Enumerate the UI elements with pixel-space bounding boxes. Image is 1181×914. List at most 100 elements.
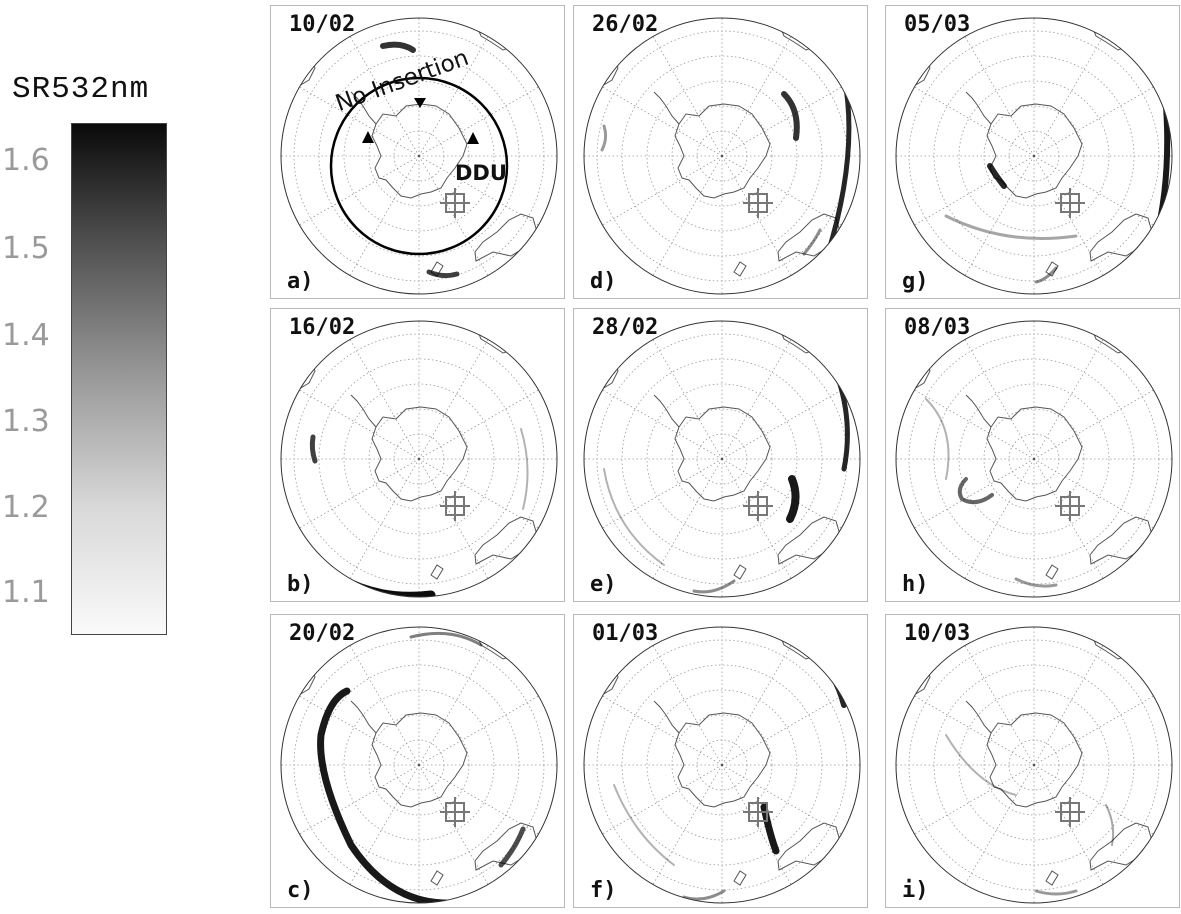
map-panel-e: 28/02 e): [573, 308, 868, 602]
meridian-line: [914, 695, 1035, 766]
latitude-line: [958, 80, 1110, 232]
meridian-line: [652, 645, 723, 766]
meridian-line: [652, 36, 723, 157]
meridian-line: [299, 155, 420, 226]
map-panel-a: No Insertion DDU 10/02 a): [270, 5, 565, 299]
map-panel-i: 10/03 i): [885, 614, 1180, 908]
meridian-line: [914, 764, 1035, 835]
map-content: [584, 321, 860, 597]
ddu-station-marker: [743, 491, 773, 521]
aerosol-plume: [1034, 889, 1078, 896]
coastline: [965, 394, 992, 428]
aerosol-plume: [760, 803, 780, 855]
coastline: [653, 700, 680, 734]
meridian-line: [914, 458, 1035, 529]
map-boundary: [280, 320, 558, 598]
coastline: [903, 35, 939, 99]
latitude-line: [671, 105, 773, 207]
meridian-line: [1033, 764, 1104, 885]
south-pole-dot: [1032, 154, 1036, 158]
meridian-line: [964, 155, 1035, 276]
coastline: [733, 870, 747, 886]
meridian-line: [1033, 155, 1154, 226]
meridian-line: [349, 645, 420, 766]
meridian-line: [721, 155, 842, 226]
meridian-line: [418, 764, 539, 835]
coastline: [350, 91, 377, 125]
coastline: [1045, 261, 1059, 277]
meridian-line: [349, 155, 420, 276]
latitude-line: [646, 689, 798, 841]
meridian-line: [1033, 339, 1104, 460]
polar-map: [583, 626, 861, 904]
meridian-line: [602, 155, 723, 226]
meridian-line: [299, 458, 420, 529]
meridian-line: [418, 458, 489, 579]
meridian-line: [914, 389, 1035, 460]
polar-map: [280, 17, 558, 295]
panel-label: b): [287, 572, 314, 597]
aerosol-plume: [1083, 18, 1171, 269]
colorbar: [71, 123, 167, 635]
coastline: [430, 870, 444, 886]
aerosol-plume: [426, 269, 460, 279]
meridian-line: [299, 764, 420, 835]
meridian-line: [964, 764, 1035, 885]
aerosol-plume: [781, 91, 800, 141]
meridian-line: [721, 389, 842, 460]
meridian-line: [721, 155, 792, 276]
coastline: [288, 644, 324, 708]
aerosol-plume: [786, 475, 800, 523]
map-panel-f: 01/03 f): [573, 614, 868, 908]
aerosol-plume: [520, 428, 529, 510]
panel-label: h): [902, 572, 929, 597]
south-pole-dot: [1032, 457, 1036, 461]
aerosol-plume: [821, 73, 852, 269]
coastline: [653, 394, 680, 428]
coastline: [674, 103, 771, 199]
meridian-line: [964, 645, 1035, 766]
colorbar-tick: 1.1: [2, 575, 50, 610]
aerosol-plume: [811, 652, 847, 708]
meridian-line: [299, 695, 420, 766]
meridian-line: [418, 36, 489, 157]
aerosol-plume: [1033, 321, 1172, 432]
south-pole-dot: [417, 154, 421, 158]
south-pole-dot: [1032, 763, 1036, 767]
coastline: [733, 261, 747, 277]
coastline: [288, 338, 324, 402]
latitude-line: [343, 383, 495, 535]
polar-map: [583, 320, 861, 598]
meridian-line: [1033, 155, 1104, 276]
meridian-line: [652, 458, 723, 579]
latitude-line: [368, 714, 470, 816]
meridian-line: [1033, 458, 1154, 529]
latitude-line: [983, 714, 1085, 816]
meridian-line: [1033, 36, 1104, 157]
aerosol-plume: [925, 398, 950, 480]
south-pole-dot: [417, 763, 421, 767]
meridian-line: [602, 458, 723, 529]
meridian-line: [914, 86, 1035, 157]
map-boundary: [895, 320, 1173, 598]
aerosol-plume: [498, 826, 526, 868]
meridian-line: [721, 86, 842, 157]
coastline: [986, 712, 1083, 808]
meridian-line: [418, 155, 489, 276]
map-content: [281, 627, 557, 903]
panel-date: 28/02: [592, 315, 659, 340]
latitude-line: [368, 408, 470, 510]
polar-map: [895, 626, 1173, 904]
colorbar-tick: 1.3: [2, 404, 50, 439]
coastline: [350, 394, 377, 428]
aerosol-plume: [600, 124, 608, 152]
colorbar-tick: 1.4: [2, 318, 50, 353]
aerosol-plume: [944, 214, 1078, 240]
map-boundary: [583, 626, 861, 904]
meridian-line: [721, 695, 842, 766]
coastline: [653, 91, 680, 125]
ddu-station-label: DDU: [455, 161, 507, 185]
coastline: [350, 700, 377, 734]
meridian-line: [602, 695, 723, 766]
coastline: [371, 712, 468, 808]
